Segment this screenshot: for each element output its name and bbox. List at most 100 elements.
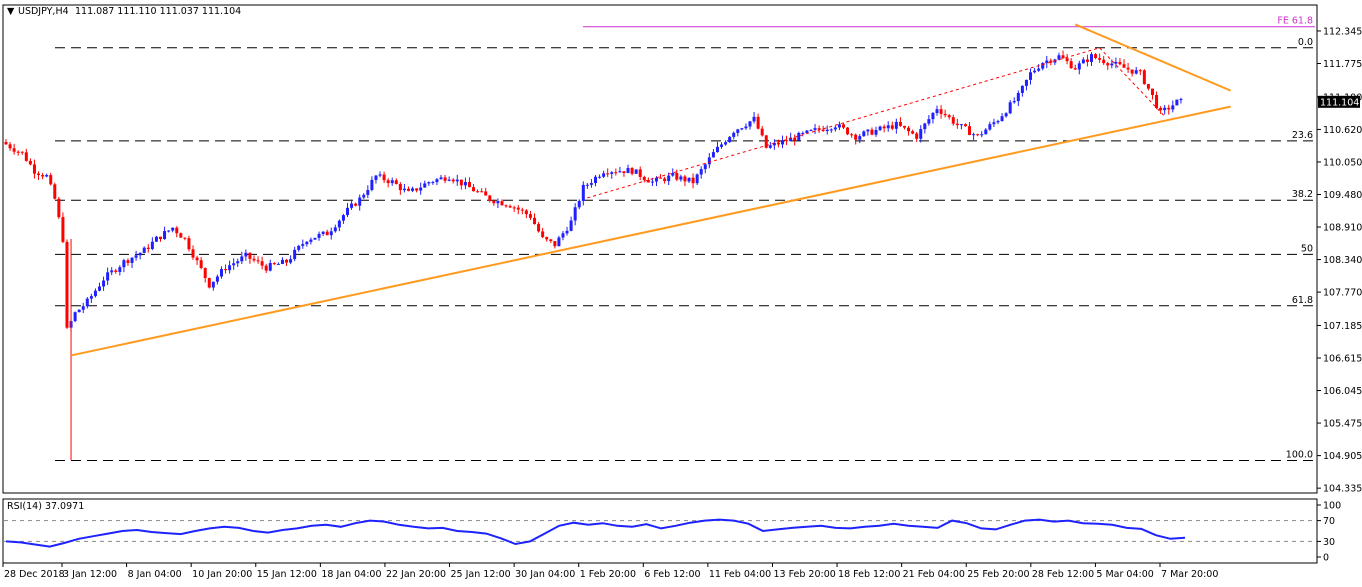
candle-body — [545, 237, 549, 240]
ohlc-label: 111.087 111.110 111.037 111.104 — [75, 6, 241, 17]
candle-body — [768, 145, 772, 148]
candle-body — [1142, 70, 1146, 85]
candle-body — [199, 260, 203, 268]
candle-body — [406, 188, 410, 191]
candle-body — [976, 134, 980, 136]
candle-body — [687, 177, 691, 182]
candle-body — [175, 227, 179, 234]
candle-body — [228, 265, 232, 271]
candle-body — [362, 194, 366, 198]
x-tick-label: 18 Jan 04:00 — [321, 569, 381, 580]
candle-body — [61, 217, 65, 242]
candle-body — [1057, 55, 1061, 60]
candle-body — [289, 259, 293, 263]
candle-body — [158, 236, 162, 240]
candle-body — [20, 151, 24, 153]
candle-body — [154, 236, 158, 242]
candle-body — [781, 140, 785, 145]
rsi-panel-frame — [2, 498, 1318, 564]
candle-body — [146, 247, 150, 249]
candle-body — [1016, 92, 1020, 102]
candle-body — [463, 181, 467, 186]
x-tick-label: 7 Mar 20:00 — [1161, 569, 1218, 580]
x-tick-label: 18 Feb 12:00 — [838, 569, 900, 580]
candle-body — [1167, 107, 1171, 110]
candle-body — [654, 177, 658, 182]
candle-body — [959, 124, 963, 126]
candle-body — [431, 182, 435, 184]
x-tick-label: 5 Mar 04:00 — [1096, 569, 1153, 580]
candle-body — [138, 252, 142, 256]
candle-body — [504, 205, 508, 207]
candle-body — [927, 119, 931, 124]
candle-body — [898, 121, 902, 126]
candle-body — [650, 181, 654, 183]
x-tick-label: 21 Feb 04:00 — [903, 569, 965, 580]
candle-body — [524, 210, 528, 215]
candle-body — [1065, 58, 1069, 62]
rsi-tick-label: 70 — [1323, 516, 1335, 527]
candle-body — [1081, 59, 1085, 64]
candle-body — [992, 122, 996, 125]
candle-body — [293, 249, 297, 260]
candle-body — [419, 187, 423, 191]
y-tick-label: 111.775 — [1323, 59, 1362, 70]
candle-body — [402, 188, 406, 191]
candle-body — [931, 112, 935, 120]
candle-body — [715, 146, 719, 153]
candle-body — [496, 201, 500, 204]
candle-body — [728, 136, 732, 143]
y-tick-label: 112.345 — [1323, 26, 1362, 37]
rsi-line — [5, 518, 1186, 548]
rsi-tick-label: 30 — [1323, 537, 1335, 548]
candle-body — [805, 130, 809, 133]
channel-line — [1099, 47, 1166, 117]
candle-body — [1020, 85, 1024, 93]
x-tick-label: 28 Feb 12:00 — [1032, 569, 1094, 580]
candle-body — [923, 123, 927, 130]
candle-body — [614, 172, 618, 174]
current-price-badge — [1318, 95, 1360, 108]
candle-body — [646, 179, 650, 183]
candle-body — [313, 237, 317, 240]
candle-body — [846, 127, 850, 135]
candle-body — [32, 164, 36, 174]
candle-body — [618, 171, 622, 173]
candle-body — [837, 124, 841, 128]
candle-body — [81, 306, 85, 310]
candle-body — [492, 200, 496, 204]
candle-body — [472, 187, 476, 192]
x-tick-label: 11 Feb 04:00 — [709, 569, 771, 580]
x-tick-label: 25 Jan 12:00 — [451, 569, 511, 580]
candle-body — [516, 207, 520, 210]
candle-body — [272, 263, 276, 265]
candle-body — [1175, 99, 1179, 106]
candle-body — [435, 179, 439, 183]
fib-level-label: 23.6 — [1292, 130, 1313, 141]
candle-body — [740, 128, 744, 130]
dropdown-arrow-icon: ▼ — [7, 6, 15, 17]
candle-body — [801, 132, 805, 134]
x-tick-label: 25 Feb 20:00 — [967, 569, 1029, 580]
candle-body — [1163, 107, 1167, 111]
candle-body — [85, 298, 89, 307]
candle-body — [667, 175, 671, 182]
candle-body — [764, 135, 768, 148]
candle-body — [122, 260, 126, 268]
candle-body — [955, 123, 959, 126]
candle-body — [598, 176, 602, 178]
candle-body — [902, 125, 906, 128]
candle-body — [744, 126, 748, 129]
candle-body — [569, 220, 573, 231]
y-tick-label: 110.620 — [1323, 125, 1362, 136]
x-tick-label: 3 Jan 12:00 — [63, 569, 117, 580]
candle-body — [183, 237, 187, 239]
y-tick-label: 107.770 — [1323, 288, 1362, 299]
candle-body — [415, 188, 419, 191]
candle-body — [699, 169, 703, 175]
candle-body — [378, 174, 382, 176]
candle-body — [110, 270, 114, 273]
candle-body — [240, 256, 244, 262]
